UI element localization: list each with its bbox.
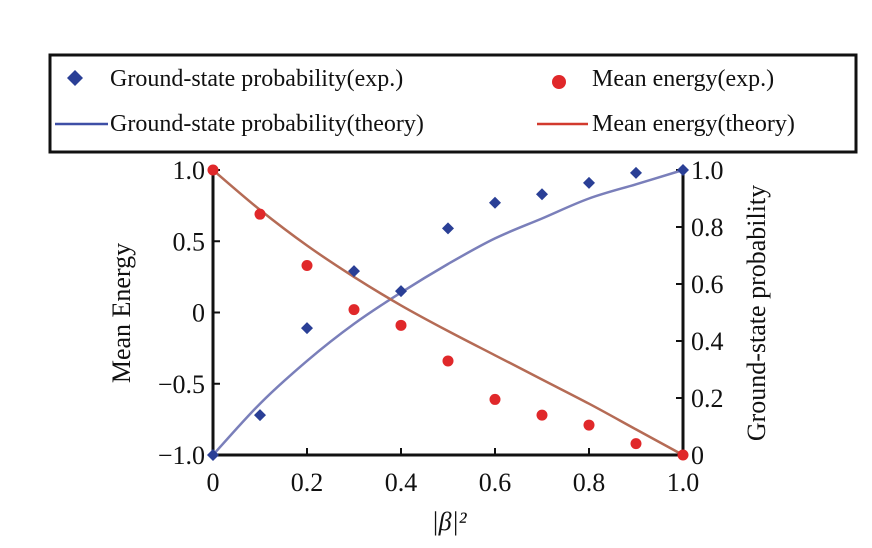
- gsp-exp-point: [536, 188, 548, 201]
- legend-marker-circle: [552, 75, 566, 89]
- legend-label-me-theory: Mean energy(theory): [592, 111, 795, 137]
- y-right-tick-label: 0.8: [691, 213, 724, 242]
- mean-energy-exp-point: [442, 355, 454, 367]
- tick-labels: 0 0.2 0.4 0.6 0.8 1.0 1.0 0.5 0 −0.5 −1.0 1.0 0.8 0.6…: [158, 156, 724, 497]
- theory-curves: [212, 168, 684, 457]
- ticks: [212, 169, 684, 456]
- mean-energy-exp-point: [301, 259, 313, 271]
- x-tick-label: 0: [207, 468, 220, 497]
- legend-marker-diamond: [67, 70, 83, 86]
- gsp-exp-point: [442, 222, 454, 235]
- mean-energy-exp-point: [630, 438, 642, 450]
- y-left-tick-label: −1.0: [158, 441, 205, 470]
- gsp-exp-point: [583, 176, 595, 189]
- legend-frame: [48, 53, 858, 154]
- x-tick-label: 0.4: [385, 468, 418, 497]
- legend-entry-gsp-theory: Ground-state probability(theory): [55, 111, 424, 137]
- mean-energy-exp-point: [207, 164, 219, 176]
- legend-label-gsp-theory: Ground-state probability(theory): [110, 111, 424, 137]
- gsp-exp-point: [301, 322, 313, 335]
- x-tick-label: 0.8: [573, 468, 606, 497]
- gsp-exp-point: [348, 265, 360, 278]
- gsp-exp-point: [395, 285, 407, 298]
- mean-energy-exp-point: [254, 208, 266, 220]
- legend: Ground-state probability(exp.) Mean ener…: [48, 53, 858, 154]
- y-left-tick-label: 1.0: [173, 156, 206, 185]
- y-axis-left-title: Mean Energy: [107, 243, 136, 383]
- gsp-exp-point: [630, 166, 642, 179]
- x-axis-title: |β|²: [431, 507, 467, 536]
- mean-energy-exp-point: [677, 449, 689, 461]
- x-tick-label: 0.6: [479, 468, 512, 497]
- gsp-exp-point: [207, 449, 219, 461]
- legend-label-me-exp: Mean energy(exp.): [592, 66, 774, 92]
- mean-energy-exp-point: [536, 409, 548, 421]
- gsp-exp-point: [677, 164, 689, 176]
- plot-frame: [211, 170, 685, 457]
- y-left-tick-label: 0: [192, 299, 205, 328]
- x-tick-label: 1.0: [667, 468, 700, 497]
- gsp-exp-point: [489, 196, 501, 209]
- gsp-exp-point: [254, 409, 266, 422]
- legend-entry-me-exp: Mean energy(exp.): [552, 66, 774, 92]
- mean-energy-exp-point: [348, 304, 360, 316]
- mean-energy-exp-point: [489, 393, 501, 405]
- legend-entry-me-theory: Mean energy(theory): [537, 111, 795, 137]
- y-left-tick-label: 0.5: [173, 227, 206, 256]
- mean-energy-exp-point: [395, 319, 407, 331]
- y-right-tick-label: 0.2: [691, 384, 724, 413]
- y-right-tick-label: 1.0: [691, 156, 724, 185]
- x-tick-label: 0.2: [291, 468, 324, 497]
- y-right-tick-label: 0.4: [691, 327, 724, 356]
- legend-entry-gsp-exp: Ground-state probability(exp.): [67, 66, 403, 92]
- y-right-tick-label: 0.6: [691, 270, 724, 299]
- experimental-markers: [207, 164, 689, 461]
- y-right-tick-label: 0: [691, 441, 704, 470]
- gsp-theory-line: [212, 168, 684, 456]
- mean-energy-exp-point: [583, 419, 595, 431]
- y-axis-right-title: Ground-state probability: [742, 185, 771, 441]
- mean-energy-theory-line: [212, 169, 684, 457]
- legend-label-gsp-exp: Ground-state probability(exp.): [110, 66, 403, 92]
- y-left-tick-label: −0.5: [158, 370, 205, 399]
